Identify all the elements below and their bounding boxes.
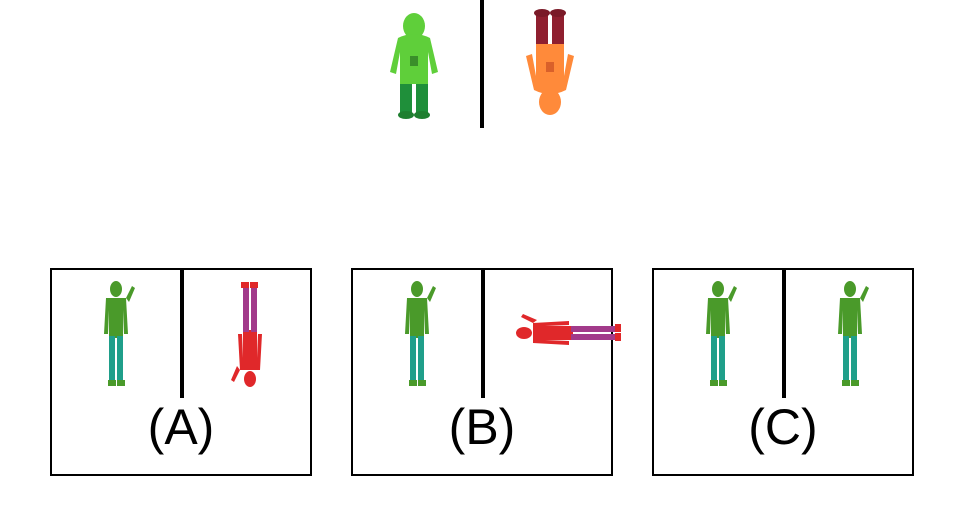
option-c-label: (C) <box>654 402 912 452</box>
option-c-green-hero-figure-right <box>832 280 870 388</box>
option-c-panel[interactable]: (C) <box>652 268 914 476</box>
reference-divider <box>480 0 484 128</box>
option-b-green-hero-figure <box>399 280 437 388</box>
option-a-red-hero-figure-inverted <box>230 280 268 388</box>
option-c-green-hero-figure-left <box>700 280 738 388</box>
option-a-panel[interactable]: (A) <box>50 268 312 476</box>
option-b-label: (B) <box>353 402 611 452</box>
option-b-panel[interactable]: (B) <box>351 268 613 476</box>
option-a-divider <box>180 270 184 398</box>
orange-hooded-figure-inverted <box>522 8 576 116</box>
option-b-divider <box>481 270 485 398</box>
option-a-label: (A) <box>52 402 310 452</box>
option-c-divider <box>782 270 786 398</box>
option-b-red-hero-figure-horizontal <box>550 278 588 386</box>
option-a-green-hero-figure <box>98 280 136 388</box>
green-hooded-figure <box>388 12 442 120</box>
